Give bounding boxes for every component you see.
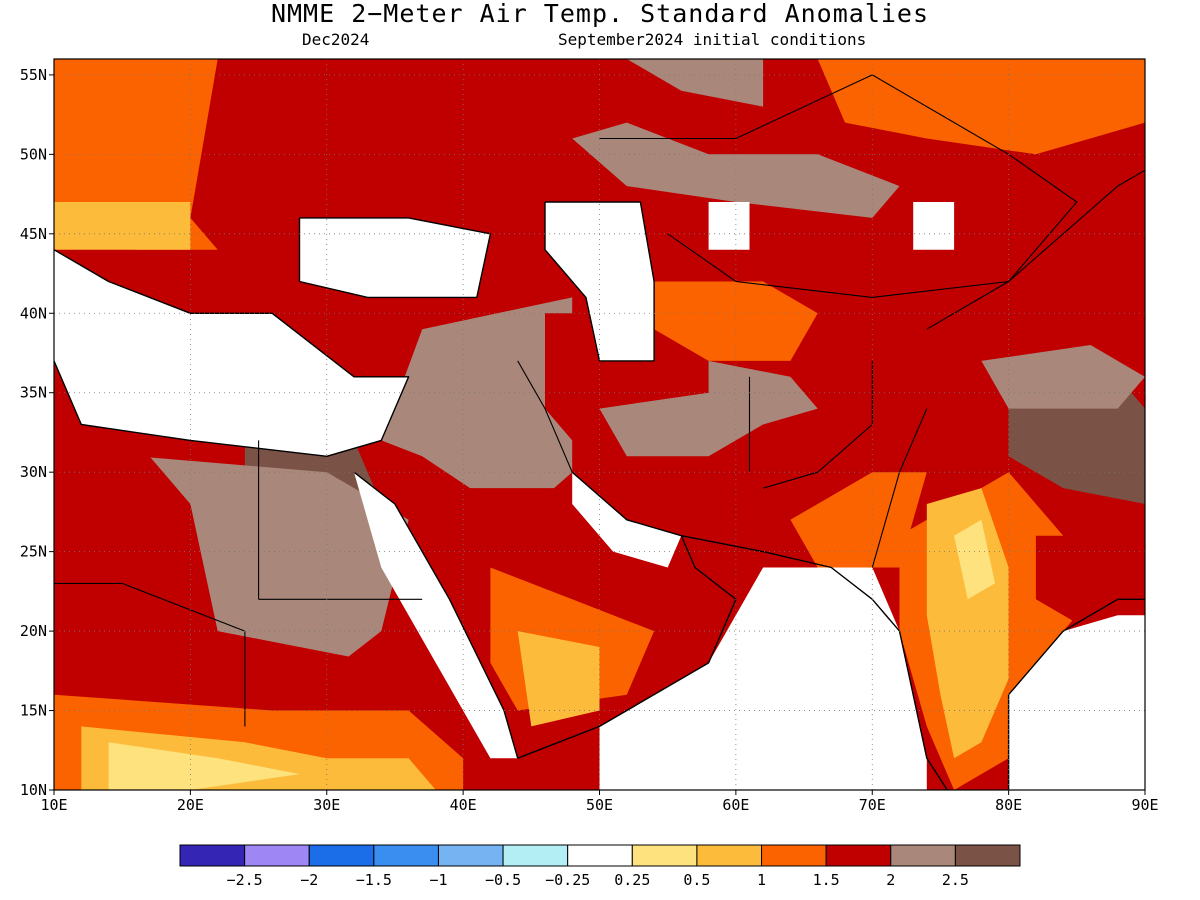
colorbar-label: 1 — [757, 871, 766, 889]
region-india-pale — [954, 519, 995, 600]
colorbar-label: 0.5 — [683, 871, 710, 889]
y-tick-label: 30N — [20, 463, 47, 481]
white-lake-balkhash — [913, 202, 955, 250]
region-north-africa-red — [54, 424, 436, 727]
colorbar-swatch — [631, 844, 698, 867]
white-red-sea — [354, 472, 518, 759]
region-turkmenistan-orange — [654, 281, 818, 361]
x-tick-label: 20E — [177, 796, 204, 814]
white-aral-sea — [708, 202, 750, 250]
gridlines — [54, 59, 1145, 790]
colorbar-label: −2 — [300, 871, 318, 889]
coast-india-east-coast — [1007, 598, 1145, 790]
colorbar-swatch — [954, 844, 1021, 867]
colorbar-swatch — [308, 844, 375, 867]
region-sahel-pale — [108, 742, 300, 790]
coast-mediterranean-coast — [54, 249, 410, 457]
colorbar-swatch — [825, 844, 892, 867]
chart-title: NMME 2−Meter Air Temp. Standard Anomalie… — [270, 0, 930, 28]
border-africa-border-west — [54, 582, 246, 632]
colorbar-swatch — [502, 844, 569, 867]
x-tick-label: 30E — [313, 796, 340, 814]
y-tick-label: 10N — [20, 781, 47, 799]
region-eastern-europe — [190, 59, 573, 250]
coast-red-sea-coast — [353, 471, 519, 759]
region-bengal-red — [1035, 535, 1145, 632]
x-tick-label: 60E — [722, 796, 749, 814]
valid-month-label: Dec2024 — [302, 30, 370, 49]
white-caspian-sea — [545, 202, 655, 361]
border-china-border — [926, 169, 1145, 330]
white-bay-of-bengal — [1008, 615, 1145, 790]
region-siberia-brown — [626, 59, 764, 107]
border-iraq-iran-border — [517, 360, 573, 473]
y-tick-label: 55N — [20, 66, 47, 84]
y-tick-label: 15N — [20, 702, 47, 720]
region-levant-iraq-brown — [381, 297, 573, 520]
colorbar-swatch — [179, 844, 246, 867]
colorbar-label: −1.5 — [356, 871, 392, 889]
colorbar-swatch — [373, 844, 439, 867]
colorbar-label: 1.5 — [813, 871, 840, 889]
y-tick-label: 45N — [20, 225, 47, 243]
border-kazakhstan-border — [599, 74, 1078, 298]
coast-arabian-coast — [517, 471, 737, 759]
y-tick-label: 20N — [20, 622, 47, 640]
colorbar-swatch — [437, 844, 504, 867]
longitude-ticks: 10E 20E 30E 40E 50E 60E 70E 80E 90E — [40, 790, 1159, 814]
colorbar-label: −1 — [429, 871, 447, 889]
colorbar-label: −0.5 — [485, 871, 521, 889]
y-tick-label: 50N — [20, 145, 47, 163]
white-black-sea — [299, 217, 491, 298]
colorbar-swatch — [567, 844, 633, 867]
colorbar-label: 0.25 — [614, 871, 650, 889]
colorbar-label: −2.5 — [227, 871, 263, 889]
region-kazakh-steppe-brown — [572, 122, 900, 218]
region-balkans-alps — [54, 202, 191, 250]
latitude-ticks: 55N 50N 45N 40N 35N 30N 25N 20N 15N 10N — [20, 66, 54, 799]
colorbar-swatch — [244, 844, 310, 867]
border-afghanistan-pakistan-border — [762, 360, 873, 489]
x-tick-label: 70E — [859, 796, 886, 814]
x-tick-label: 40E — [450, 796, 477, 814]
region-central-asia-brown — [708, 360, 818, 425]
colorbar: −2.5 −2 −1.5 −1 −0.5 −0.25 0.25 0.5 1 1.5 2 2.5 — [179, 844, 1021, 889]
x-tick-label: 10E — [40, 796, 67, 814]
x-tick-label: 90E — [1131, 796, 1158, 814]
y-tick-label: 35N — [20, 384, 47, 402]
colorbar-label: 2 — [886, 871, 895, 889]
coastlines — [54, 201, 1145, 790]
region-western-siberia-orange — [817, 59, 1145, 155]
coast-caspian-coast — [544, 201, 655, 362]
colorbar-swatch — [696, 844, 763, 867]
colorbar-swatch — [761, 844, 827, 867]
map-plot-area — [54, 59, 1145, 790]
x-tick-label: 50E — [586, 796, 613, 814]
country-borders — [54, 74, 1145, 727]
white-arabian-sea — [599, 567, 927, 790]
white-mediterranean-sea — [54, 249, 409, 457]
region-arabia-yellow — [517, 631, 600, 727]
anomaly-regions — [54, 59, 1145, 790]
x-tick-label: 80E — [995, 796, 1022, 814]
y-tick-label: 25N — [20, 543, 47, 561]
colorbar-swatch — [890, 844, 956, 867]
initial-conditions-label: September2024 initial conditions — [558, 30, 867, 49]
coast-black-sea-coast — [298, 217, 492, 299]
colorbar-label: 2.5 — [942, 871, 969, 889]
colorbar-label: −0.25 — [545, 871, 590, 889]
y-tick-label: 40N — [20, 304, 47, 322]
